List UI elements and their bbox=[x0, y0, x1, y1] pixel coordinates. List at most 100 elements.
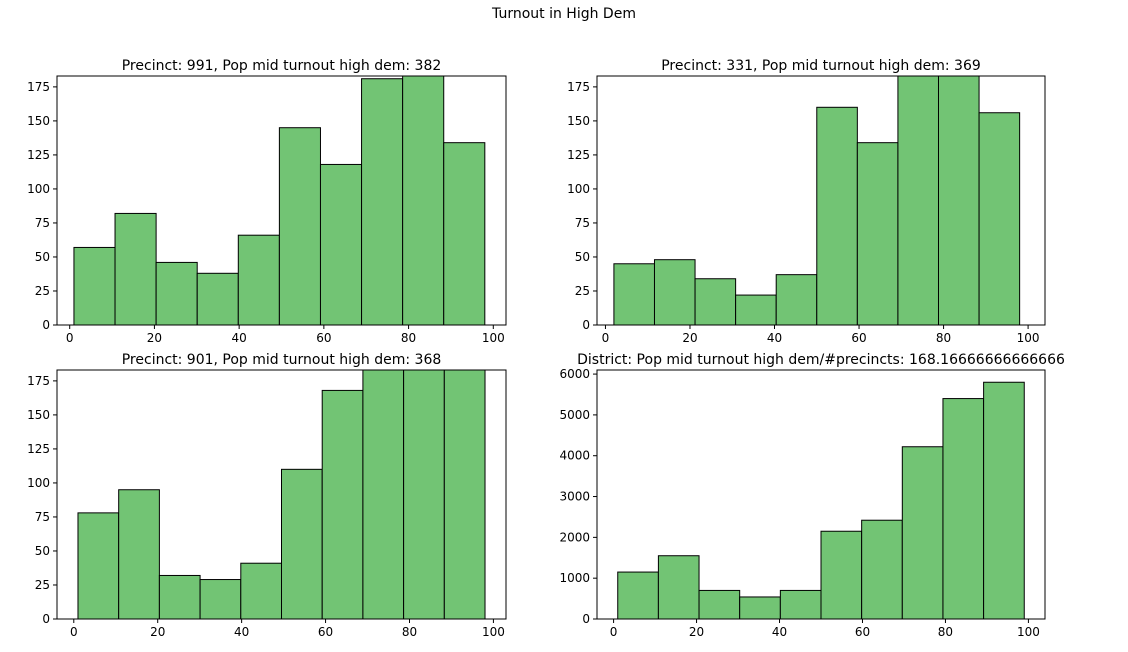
y-tick-label: 100 bbox=[27, 476, 50, 490]
x-tick-label: 60 bbox=[316, 331, 331, 345]
y-tick-label: 6000 bbox=[559, 367, 590, 381]
y-tick-label: 150 bbox=[27, 114, 50, 128]
histogram-bar bbox=[657, 555, 700, 620]
axes-frame bbox=[56, 75, 507, 326]
x-tick-label: 0 bbox=[610, 625, 618, 639]
y-tick-label: 100 bbox=[567, 182, 590, 196]
histogram-bar bbox=[402, 75, 445, 326]
subplot-precinct-991: 0 20 40 60 80 100 0 25 50 75 100 125 150 175 Precinct:… bbox=[27, 58, 507, 345]
y-tick-label: 50 bbox=[575, 250, 590, 264]
subplot-title: Precinct: 331, Pop mid turnout high dem:… bbox=[661, 58, 981, 74]
axes-frame bbox=[596, 75, 1046, 326]
x-tick-label: 40 bbox=[767, 331, 782, 345]
x-tick-label: 100 bbox=[482, 625, 505, 639]
x-tick-label: 60 bbox=[851, 331, 866, 345]
y-tick-label: 125 bbox=[27, 442, 50, 456]
y-tick-label: 0 bbox=[582, 612, 590, 626]
y-tick-label: 1000 bbox=[559, 571, 590, 585]
axes-frame bbox=[596, 369, 1046, 620]
x-tick-label: 100 bbox=[1017, 331, 1040, 345]
histogram-bar bbox=[779, 589, 822, 620]
x-tick-label: 40 bbox=[234, 625, 249, 639]
x-tick-label: 20 bbox=[689, 625, 704, 639]
histogram-bar bbox=[114, 212, 157, 326]
histogram-bar bbox=[403, 369, 445, 620]
x-tick-label: 100 bbox=[1017, 625, 1040, 639]
y-tick-label: 175 bbox=[27, 80, 50, 94]
subplot-district: 0 20 40 60 80 1000100020003000400050006000Dis… bbox=[559, 352, 1065, 639]
histogram-bar bbox=[739, 596, 781, 620]
x-tick-label: 80 bbox=[936, 331, 951, 345]
histogram-bar bbox=[856, 142, 899, 326]
y-tick-label: 25 bbox=[575, 284, 590, 298]
subplot-precinct-331: 0 20 40 60 80 100 0 25 50 75 100 125 150 175 Precinct:… bbox=[567, 58, 1046, 345]
y-tick-label: 4000 bbox=[559, 449, 590, 463]
y-tick-label: 150 bbox=[27, 408, 50, 422]
histogram-bar bbox=[901, 446, 944, 620]
subplot-title: Precinct: 991, Pop mid turnout high dem:… bbox=[122, 58, 442, 74]
figure-title: Turnout in High Dem bbox=[492, 6, 636, 22]
subplot-precinct-901: 0 20 40 60 80 100 0 25 50 75 100 125 150 175 Precinct:… bbox=[27, 352, 507, 639]
x-tick-label: 60 bbox=[318, 625, 333, 639]
x-tick-label: 60 bbox=[855, 625, 870, 639]
x-tick-label: 40 bbox=[772, 625, 787, 639]
histogram-bar bbox=[73, 246, 116, 326]
x-tick-label: 20 bbox=[150, 625, 165, 639]
y-tick-label: 175 bbox=[27, 374, 50, 388]
histogram-bar bbox=[278, 127, 321, 326]
y-tick-label: 75 bbox=[575, 216, 590, 230]
histogram-bar bbox=[155, 261, 198, 326]
histogram-bar bbox=[237, 234, 280, 326]
histogram-bar bbox=[617, 571, 659, 620]
histogram-bar bbox=[443, 369, 486, 620]
histogram-bar bbox=[319, 163, 363, 326]
x-tick-label: 20 bbox=[682, 331, 697, 345]
histogram-bar bbox=[775, 274, 818, 326]
histogram-bar bbox=[118, 489, 160, 620]
x-tick-label: 40 bbox=[232, 331, 247, 345]
histogram-bar bbox=[321, 389, 364, 620]
y-tick-label: 125 bbox=[27, 148, 50, 162]
histogram-bar bbox=[443, 142, 486, 326]
histogram-bar bbox=[978, 112, 1021, 326]
y-tick-label: 0 bbox=[582, 318, 590, 332]
axes-frame bbox=[56, 369, 507, 620]
histogram-bar bbox=[653, 259, 696, 326]
histogram-bar bbox=[77, 512, 120, 620]
histogram-bar bbox=[897, 75, 939, 326]
x-tick-label: 80 bbox=[938, 625, 953, 639]
y-tick-label: 125 bbox=[567, 148, 590, 162]
x-tick-label: 20 bbox=[147, 331, 162, 345]
x-tick-label: 0 bbox=[602, 331, 610, 345]
histogram-bar bbox=[983, 381, 1025, 620]
y-tick-label: 50 bbox=[35, 250, 50, 264]
subplot-title: Precinct: 901, Pop mid turnout high dem:… bbox=[122, 352, 442, 368]
y-tick-label: 50 bbox=[35, 544, 50, 558]
y-tick-label: 75 bbox=[35, 510, 50, 524]
y-tick-label: 3000 bbox=[559, 490, 590, 504]
x-tick-label: 80 bbox=[401, 331, 416, 345]
histogram-bar bbox=[820, 530, 863, 620]
histogram-bar bbox=[937, 75, 980, 326]
y-tick-label: 25 bbox=[35, 578, 50, 592]
histogram-bar bbox=[196, 272, 239, 326]
histogram-bar bbox=[942, 398, 985, 620]
histogram-bar bbox=[158, 574, 201, 620]
y-tick-label: 0 bbox=[42, 612, 50, 626]
y-tick-label: 0 bbox=[42, 318, 50, 332]
x-tick-label: 100 bbox=[482, 331, 505, 345]
y-tick-label: 75 bbox=[35, 216, 50, 230]
y-tick-label: 150 bbox=[567, 114, 590, 128]
x-tick-label: 0 bbox=[70, 625, 78, 639]
histogram-bar bbox=[816, 106, 858, 326]
y-tick-label: 100 bbox=[27, 182, 50, 196]
histogram-bar bbox=[240, 562, 283, 620]
y-tick-label: 175 bbox=[567, 80, 590, 94]
histogram-bar bbox=[861, 519, 903, 620]
x-tick-label: 80 bbox=[402, 625, 417, 639]
histogram-bar bbox=[694, 278, 737, 326]
histogram-bar bbox=[362, 369, 405, 620]
histogram-bar bbox=[698, 589, 741, 620]
y-tick-label: 5000 bbox=[559, 408, 590, 422]
